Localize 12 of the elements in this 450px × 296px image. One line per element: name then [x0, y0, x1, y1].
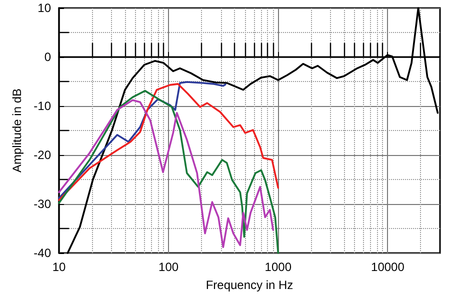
x-tick-label: 10 [52, 260, 66, 274]
y-tick-label: -30 [34, 197, 52, 211]
y-tick-label: 10 [38, 1, 52, 15]
y-tick-label: 0 [44, 50, 52, 64]
y-axis-title: Amplitude in dB [10, 88, 24, 173]
x-tick-label: 100 [158, 260, 179, 274]
y-tick-label: -40 [34, 246, 52, 260]
y-tick-label: -20 [34, 148, 52, 162]
x-tick-label: 10000 [371, 260, 405, 274]
x-axis-title: Frequency in Hz [206, 278, 294, 292]
y-tick-label: -10 [34, 99, 52, 113]
x-tick-label: 1000 [264, 260, 292, 274]
